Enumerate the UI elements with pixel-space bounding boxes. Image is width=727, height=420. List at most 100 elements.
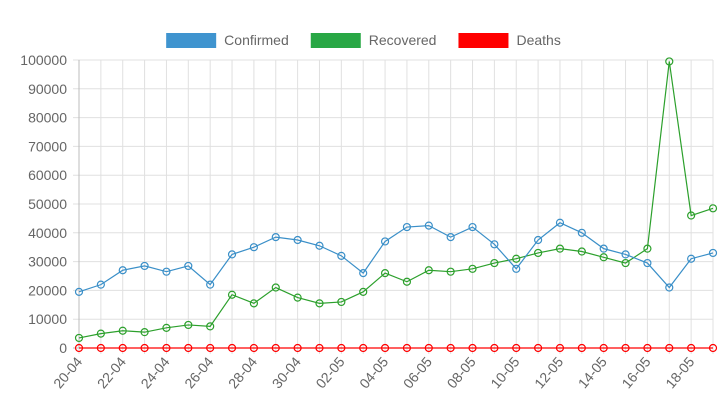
data-point-recovered[interactable]: [490, 258, 499, 268]
data-point-confirmed[interactable]: [446, 233, 455, 242]
data-point-recovered[interactable]: [118, 326, 127, 335]
data-point-deaths[interactable]: [687, 343, 696, 353]
data-point-deaths[interactable]: [293, 343, 302, 353]
data-point-deaths[interactable]: [402, 343, 412, 353]
data-point-confirmed[interactable]: [96, 280, 105, 289]
data-point-recovered[interactable]: [643, 244, 652, 253]
data-point-confirmed[interactable]: [380, 237, 390, 246]
x-tick-label: 04-05: [356, 353, 391, 391]
data-point-recovered[interactable]: [140, 328, 149, 337]
data-point-confirmed[interactable]: [140, 261, 149, 271]
data-point-deaths[interactable]: [424, 343, 433, 353]
data-point-recovered[interactable]: [359, 287, 368, 296]
data-point-confirmed[interactable]: [402, 222, 412, 232]
data-point-confirmed[interactable]: [621, 250, 630, 259]
data-point-confirmed[interactable]: [490, 240, 499, 249]
data-point-deaths[interactable]: [555, 343, 565, 353]
data-point-recovered[interactable]: [74, 333, 84, 343]
data-point-deaths[interactable]: [599, 343, 608, 353]
data-point-confirmed[interactable]: [206, 280, 215, 289]
data-point-recovered[interactable]: [162, 323, 171, 332]
legend-item-deaths[interactable]: Deaths: [458, 32, 561, 48]
legend-swatch-confirmed: [166, 33, 217, 48]
data-point-confirmed[interactable]: [468, 222, 477, 232]
data-point-confirmed[interactable]: [577, 228, 586, 237]
data-point-deaths[interactable]: [118, 343, 127, 353]
data-point-recovered[interactable]: [621, 258, 630, 268]
data-point-deaths[interactable]: [380, 343, 390, 353]
data-point-deaths[interactable]: [271, 343, 280, 353]
data-point-confirmed[interactable]: [74, 287, 84, 296]
data-point-deaths[interactable]: [227, 343, 237, 353]
data-point-deaths[interactable]: [643, 343, 652, 353]
data-point-deaths[interactable]: [512, 343, 521, 353]
data-point-recovered[interactable]: [424, 266, 433, 275]
data-point-recovered[interactable]: [512, 254, 521, 263]
data-point-deaths[interactable]: [337, 343, 346, 353]
data-point-recovered[interactable]: [184, 320, 193, 330]
data-point-recovered[interactable]: [337, 297, 346, 307]
data-point-deaths[interactable]: [96, 343, 105, 353]
legend-item-recovered[interactable]: Recovered: [310, 32, 437, 48]
data-point-recovered[interactable]: [271, 283, 280, 292]
data-point-confirmed[interactable]: [162, 267, 171, 276]
data-point-recovered[interactable]: [577, 247, 586, 256]
data-point-deaths[interactable]: [162, 343, 171, 353]
data-point-recovered[interactable]: [665, 57, 674, 66]
data-point-confirmed[interactable]: [271, 233, 280, 242]
legend[interactable]: Confirmed Recovered Deaths: [166, 32, 561, 48]
data-point-confirmed[interactable]: [687, 254, 696, 263]
legend-label-recovered: Recovered: [369, 32, 437, 48]
data-point-recovered[interactable]: [687, 211, 696, 220]
data-point-confirmed[interactable]: [555, 218, 565, 227]
data-point-deaths[interactable]: [534, 343, 543, 353]
data-point-recovered[interactable]: [555, 244, 565, 253]
data-point-recovered[interactable]: [96, 329, 105, 338]
data-point-recovered[interactable]: [206, 322, 215, 331]
data-point-deaths[interactable]: [665, 343, 674, 353]
data-point-recovered[interactable]: [446, 267, 455, 276]
data-point-deaths[interactable]: [315, 343, 324, 353]
data-point-deaths[interactable]: [490, 343, 499, 353]
x-tick-label: 24-04: [137, 353, 172, 391]
data-point-deaths[interactable]: [577, 343, 586, 353]
legend-item-confirmed[interactable]: Confirmed: [166, 32, 289, 48]
data-point-confirmed[interactable]: [315, 241, 324, 250]
data-point-confirmed[interactable]: [293, 235, 302, 245]
data-point-confirmed[interactable]: [512, 264, 521, 273]
data-point-deaths[interactable]: [184, 343, 193, 353]
data-point-deaths[interactable]: [249, 343, 258, 353]
data-point-confirmed[interactable]: [424, 221, 433, 230]
data-point-deaths[interactable]: [140, 343, 149, 353]
data-point-deaths[interactable]: [446, 343, 455, 353]
data-point-confirmed[interactable]: [118, 266, 127, 275]
legend-label-confirmed: Confirmed: [224, 32, 289, 48]
data-point-deaths[interactable]: [74, 343, 84, 353]
data-point-deaths[interactable]: [468, 343, 477, 353]
data-point-deaths[interactable]: [621, 343, 630, 353]
data-point-deaths[interactable]: [359, 343, 368, 353]
data-point-recovered[interactable]: [708, 204, 718, 213]
data-point-confirmed[interactable]: [708, 248, 718, 258]
data-point-confirmed[interactable]: [359, 269, 368, 278]
data-point-confirmed[interactable]: [184, 261, 193, 271]
data-point-recovered[interactable]: [293, 293, 302, 302]
data-point-recovered[interactable]: [599, 253, 608, 262]
data-point-deaths[interactable]: [708, 343, 718, 353]
x-tick-label: 14-05: [575, 353, 610, 391]
data-point-confirmed[interactable]: [249, 243, 258, 252]
data-point-recovered[interactable]: [468, 264, 477, 273]
data-point-confirmed[interactable]: [227, 250, 237, 259]
data-point-confirmed[interactable]: [337, 251, 346, 260]
data-point-confirmed[interactable]: [643, 258, 652, 268]
data-point-recovered[interactable]: [380, 269, 390, 278]
data-point-recovered[interactable]: [249, 299, 258, 308]
data-point-recovered[interactable]: [402, 277, 412, 286]
data-point-recovered[interactable]: [534, 248, 543, 258]
data-point-confirmed[interactable]: [599, 244, 608, 253]
data-point-deaths[interactable]: [206, 343, 215, 353]
data-point-confirmed[interactable]: [534, 235, 543, 245]
data-point-recovered[interactable]: [227, 290, 237, 299]
data-point-confirmed[interactable]: [665, 283, 674, 292]
data-point-recovered[interactable]: [315, 299, 324, 308]
